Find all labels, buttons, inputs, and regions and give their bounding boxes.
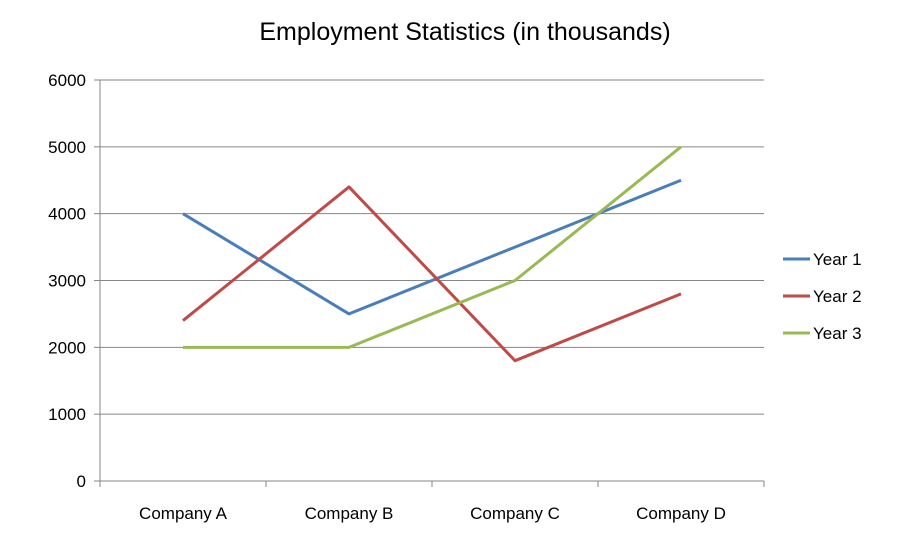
- axes: [94, 79, 765, 487]
- y-tick-label: 2000: [48, 338, 86, 357]
- y-tick-label: 6000: [48, 71, 86, 90]
- y-tick-label: 4000: [48, 205, 86, 224]
- legend: Year 1 Year 2 Year 3: [783, 250, 862, 343]
- x-tick-label: Company C: [470, 504, 560, 523]
- x-tick-label: Company D: [636, 504, 726, 523]
- chart-title: Employment Statistics (in thousands): [259, 18, 670, 46]
- legend-label: Year 3: [813, 324, 862, 343]
- y-tick-label: 1000: [48, 405, 86, 424]
- series-line-year-3: [183, 145, 682, 349]
- x-tick-label: Company A: [139, 504, 228, 523]
- y-tick-label: 5000: [48, 138, 86, 157]
- x-axis-tick-labels: Company A Company B Company C Company D: [139, 504, 726, 523]
- series-line-year-1: [182, 178, 682, 316]
- legend-label: Year 2: [813, 287, 862, 306]
- y-tick-label: 0: [77, 472, 86, 491]
- y-axis-tick-labels: 0 1000 2000 3000 4000 5000 6000: [48, 71, 86, 491]
- gridlines: [100, 79, 764, 415]
- x-tick-label: Company B: [305, 504, 394, 523]
- series-line-year-2: [182, 185, 682, 363]
- y-tick-label: 3000: [48, 272, 86, 291]
- plot-series: [182, 145, 682, 363]
- legend-label: Year 1: [813, 250, 862, 269]
